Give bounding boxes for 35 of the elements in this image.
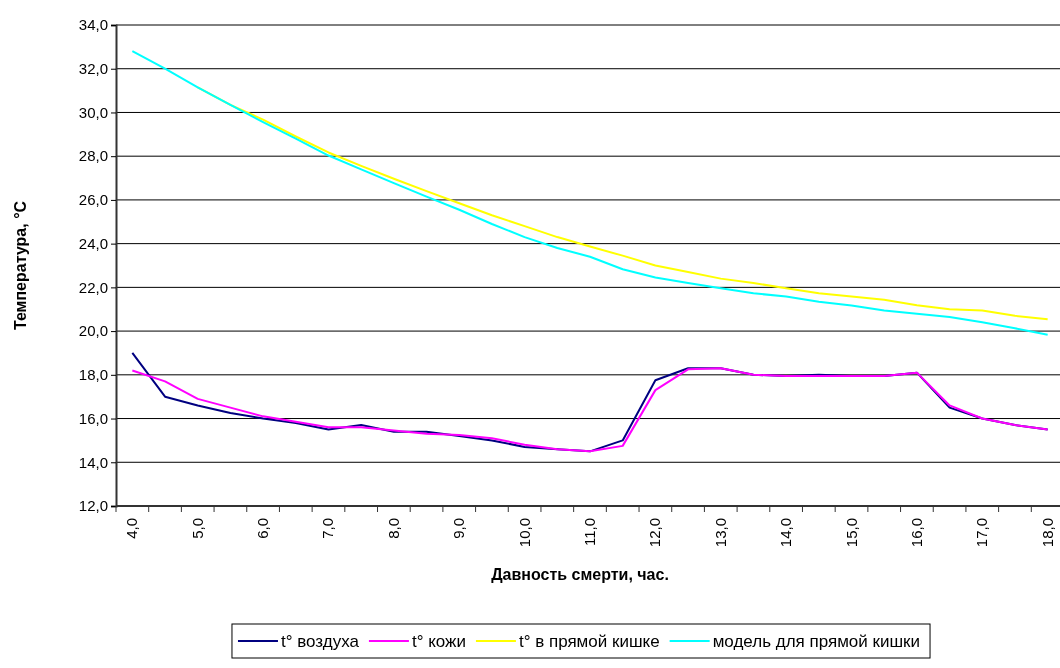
x-tick-label: 14,0 bbox=[777, 518, 795, 548]
x-tick-label: 11,0 bbox=[581, 518, 598, 547]
y-tick-label: 30,0 bbox=[78, 103, 108, 121]
legend-label: модель для прямой кишки bbox=[712, 632, 921, 651]
x-axis-title: Давность смерти, час. bbox=[491, 566, 669, 583]
y-tick-label: 18,0 bbox=[78, 366, 108, 384]
y-tick-label: 24,0 bbox=[78, 234, 108, 252]
y-tick-label: 28,0 bbox=[78, 147, 108, 165]
y-tick-label: 12,0 bbox=[78, 497, 108, 515]
x-tick-label: 8,0 bbox=[384, 518, 402, 539]
legend-label: t° кожи bbox=[411, 632, 466, 651]
x-tick-label: 18,0 bbox=[1038, 518, 1056, 548]
x-tick-label: 15,0 bbox=[842, 518, 860, 548]
legend-label: t° воздуха bbox=[280, 632, 360, 651]
x-tick-label: 4,0 bbox=[123, 518, 141, 539]
x-tick-label: 12,0 bbox=[646, 518, 664, 548]
y-tick-label: 20,0 bbox=[78, 322, 108, 340]
x-tick-label: 16,0 bbox=[907, 518, 925, 548]
x-tick-label: 6,0 bbox=[254, 518, 272, 539]
x-tick-label: 17,0 bbox=[973, 518, 991, 548]
y-axis-title: Температура, °C bbox=[12, 200, 29, 331]
x-tick-label: 5,0 bbox=[188, 518, 206, 539]
x-tick-label: 10,0 bbox=[515, 518, 533, 548]
y-tick-label: 34,0 bbox=[78, 16, 108, 34]
x-tick-label: 7,0 bbox=[319, 518, 337, 539]
x-tick-label: 9,0 bbox=[450, 518, 468, 539]
y-tick-label: 22,0 bbox=[78, 278, 108, 296]
x-tick-label: 13,0 bbox=[711, 518, 729, 548]
line-series bbox=[131, 367, 1049, 453]
y-tick-label: 32,0 bbox=[78, 60, 108, 78]
y-tick-label: 16,0 bbox=[78, 409, 108, 427]
legend-label: t° в прямой кишке bbox=[518, 632, 660, 651]
y-tick-label: 26,0 bbox=[78, 191, 108, 209]
y-tick-label: 14,0 bbox=[78, 453, 108, 471]
line-series bbox=[131, 50, 1049, 336]
